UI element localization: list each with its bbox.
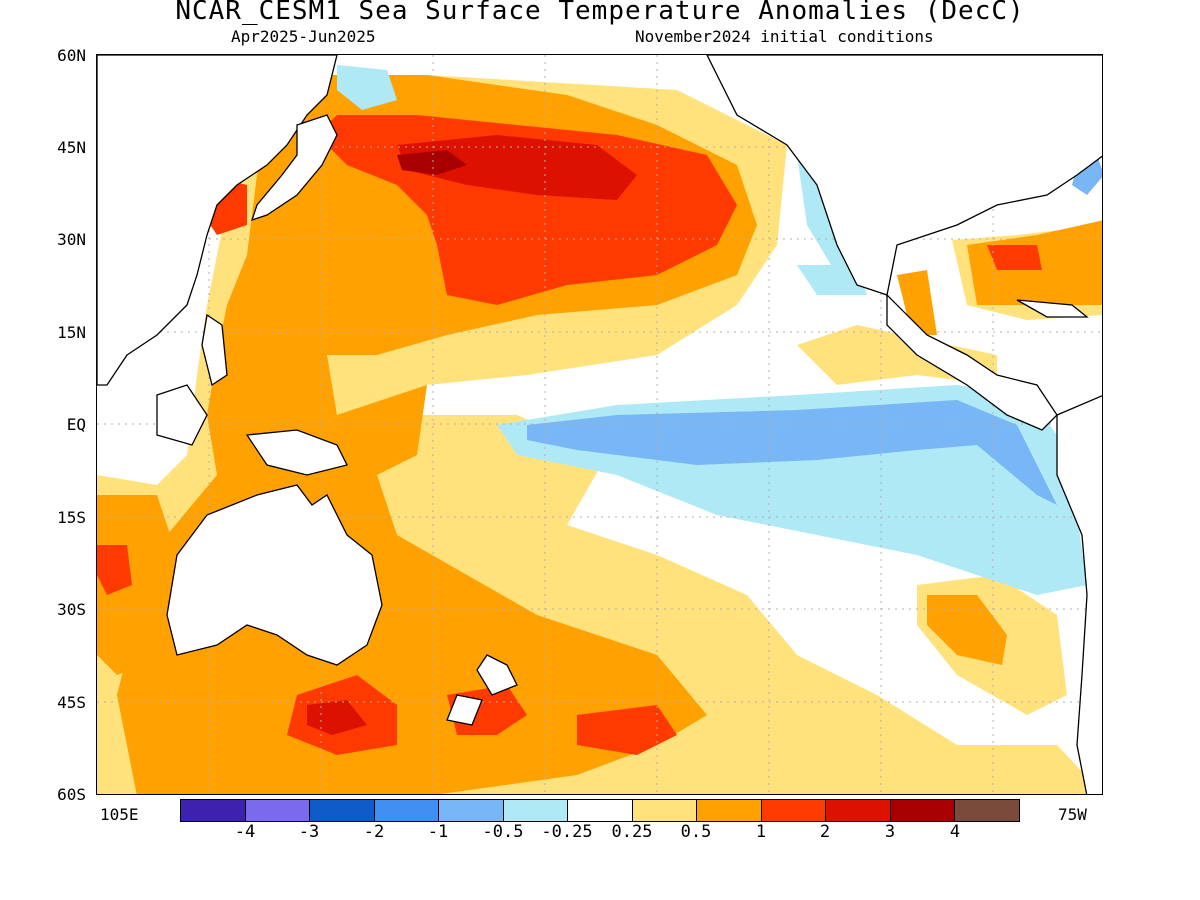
lat-label-eq: EQ [66, 415, 86, 434]
colorbar-tick: 3 [884, 822, 896, 842]
colorbar-swatch [181, 800, 246, 821]
japan-landmass [250, 114, 338, 222]
colorbar-tick: -2 [363, 822, 385, 842]
lat-label-30n: 30N [57, 230, 86, 249]
sst-anomaly-map [96, 54, 1103, 795]
anomaly-region-red [97, 545, 132, 595]
north-america-landmass [706, 55, 1102, 296]
asia-landmass [97, 55, 338, 386]
colorbar-tick: -3 [298, 822, 320, 842]
colorbar-tick: 4 [949, 822, 961, 842]
colorbar [180, 799, 1020, 822]
landmasses [97, 55, 1102, 794]
map-title: NCAR_CESM1 Sea Surface Temperature Anoma… [175, 0, 1025, 26]
new-guinea-landmass [245, 429, 348, 476]
anomaly-region-light-cyan [337, 65, 397, 110]
anomaly-region-orange [927, 595, 1007, 665]
colorbar-swatch [503, 800, 569, 821]
colorbar-swatch [245, 800, 311, 821]
anomaly-region-dark-red [307, 700, 367, 735]
philippines-landmass [201, 313, 228, 387]
new-zealand-south-landmass [446, 694, 483, 726]
lat-label-15n: 15N [57, 323, 86, 342]
initial-conditions: November2024 initial conditions [635, 27, 934, 46]
lat-label-30s: 30S [57, 600, 86, 619]
anomaly-region-dark-red [397, 135, 637, 200]
colorbar-swatch [632, 800, 698, 821]
south-america-landmass [1056, 395, 1102, 794]
anomaly-region-crimson [397, 150, 467, 175]
lon-label-left: 105E [100, 805, 139, 824]
lon-label-right: 75W [1058, 805, 1087, 824]
colorbar-swatch [890, 800, 956, 821]
lat-label-45n: 45N [57, 138, 86, 157]
colorbar-swatch [374, 800, 440, 821]
anomaly-region-red [577, 705, 677, 755]
anomaly-region-orange [897, 270, 937, 335]
cuba-landmass [1016, 299, 1089, 318]
colorbar-swatch [310, 800, 375, 821]
sst-anomaly-field [97, 55, 1102, 794]
borneo-landmass [156, 384, 208, 446]
anomaly-region-orange [97, 495, 177, 675]
colorbar-tick: 1 [755, 822, 767, 842]
lat-label-60n: 60N [57, 46, 86, 65]
anomaly-region-sky-blue [527, 400, 1057, 505]
lat-label-15s: 15S [57, 508, 86, 527]
colorbar-tick: -0.5 [482, 822, 524, 842]
anomaly-region-red [987, 245, 1042, 270]
colorbar-tick: 0.5 [680, 822, 712, 842]
colorbar-swatch [697, 800, 762, 821]
forecast-period: Apr2025-Jun2025 [231, 27, 376, 46]
anomaly-region-light-cyan [797, 265, 867, 295]
mexico-central-america-landmass [886, 293, 1058, 431]
colorbar-tick: -0.25 [541, 822, 593, 842]
graticule [97, 55, 1102, 794]
colorbar-swatch [761, 800, 827, 821]
colorbar-tick: 2 [819, 822, 831, 842]
colorbar-swatch [439, 800, 504, 821]
colorbar-swatch [568, 800, 633, 821]
lat-label-60s: 60S [57, 785, 86, 804]
colorbar-tick: -4 [234, 822, 256, 842]
new-zealand-landmass [476, 654, 518, 696]
colorbar-swatch [826, 800, 891, 821]
australia-landmass [166, 484, 383, 666]
colorbar-tick: -1 [427, 822, 449, 842]
colorbar-tick: 0.25 [611, 822, 653, 842]
lat-label-45s: 45S [57, 693, 86, 712]
colorbar-swatch [955, 800, 1019, 821]
